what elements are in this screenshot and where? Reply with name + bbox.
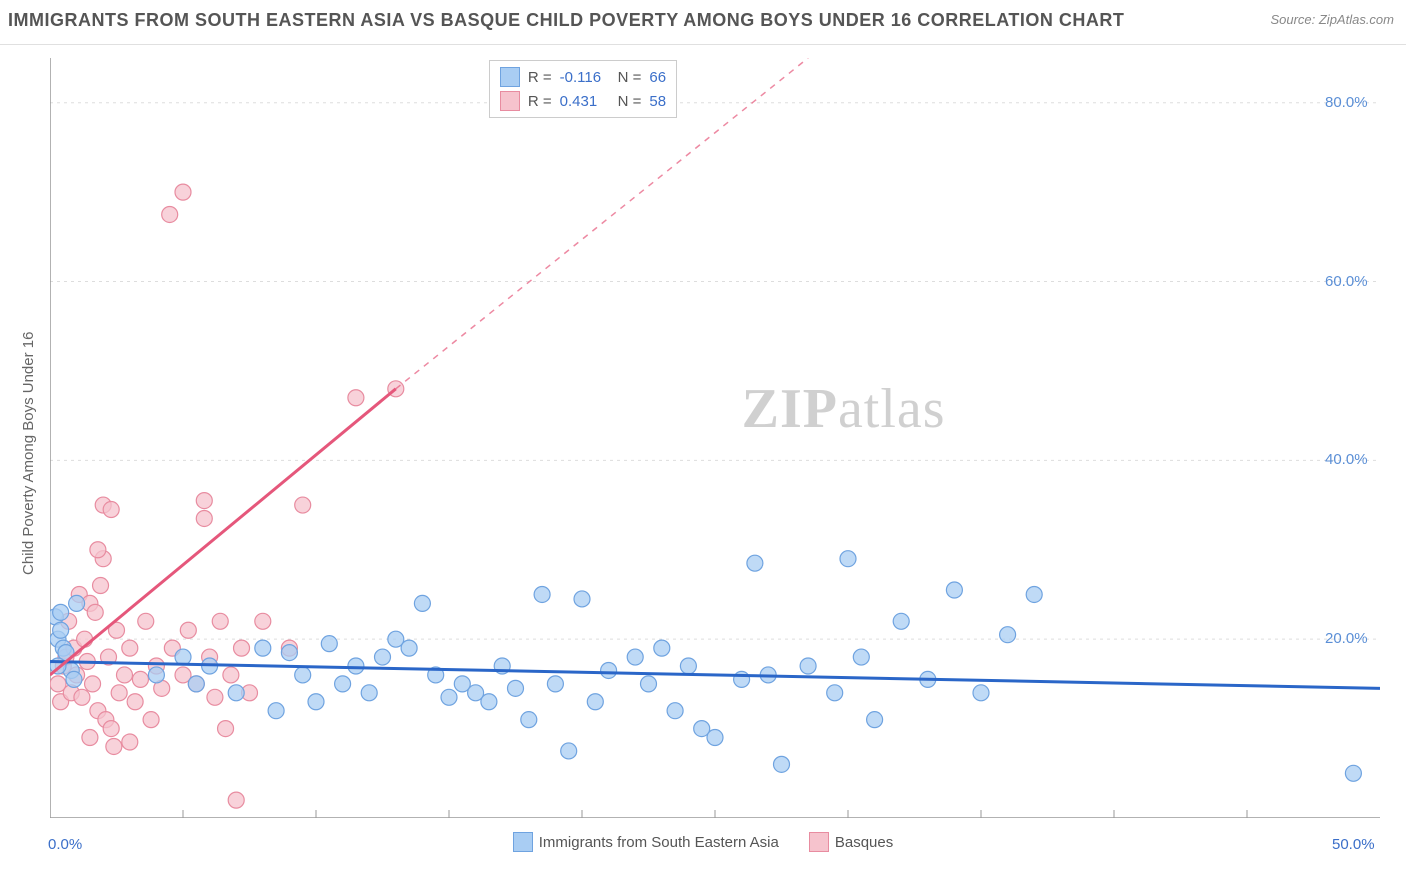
n-value: 66 [649, 69, 666, 86]
y-tick-label: 80.0% [1325, 94, 1368, 111]
x-tick-label: 0.0% [48, 836, 82, 853]
chart-title: IMMIGRANTS FROM SOUTH EASTERN ASIA VS BA… [8, 10, 1124, 31]
source-prefix: Source: [1270, 12, 1318, 27]
r-label: R = [528, 69, 552, 86]
legend-item: Basques [809, 832, 893, 852]
legend-swatch [809, 832, 829, 852]
plot-area [50, 58, 1380, 818]
y-tick-label: 60.0% [1325, 273, 1368, 290]
n-label: N = [618, 69, 642, 86]
scatter-chart [50, 58, 1380, 818]
y-tick-label: 40.0% [1325, 451, 1368, 468]
n-label: N = [618, 93, 642, 110]
source-name: ZipAtlas.com [1319, 12, 1394, 27]
legend-swatch [500, 91, 520, 111]
title-bar: IMMIGRANTS FROM SOUTH EASTERN ASIA VS BA… [0, 10, 1406, 45]
correlation-legend-row: R = 0.431 N = 58 [500, 89, 666, 113]
x-tick-label: 50.0% [1332, 836, 1375, 853]
y-axis-label: Child Poverty Among Boys Under 16 [20, 331, 37, 574]
r-value: 0.431 [560, 93, 610, 110]
n-value: 58 [649, 93, 666, 110]
series-legend: Immigrants from South Eastern Asia Basque… [0, 832, 1406, 852]
legend-label: Basques [835, 834, 893, 851]
source-attribution: Source: ZipAtlas.com [1270, 12, 1394, 27]
r-value: -0.116 [560, 69, 610, 86]
y-tick-label: 20.0% [1325, 630, 1368, 647]
legend-swatch [500, 67, 520, 87]
legend-item: Immigrants from South Eastern Asia [513, 832, 779, 852]
legend-label: Immigrants from South Eastern Asia [539, 834, 779, 851]
legend-swatch [513, 832, 533, 852]
correlation-legend-row: R = -0.116 N = 66 [500, 65, 666, 89]
r-label: R = [528, 93, 552, 110]
chart-container: IMMIGRANTS FROM SOUTH EASTERN ASIA VS BA… [0, 0, 1406, 892]
correlation-legend-box: R = -0.116 N = 66 R = 0.431 N = 58 [489, 60, 677, 118]
